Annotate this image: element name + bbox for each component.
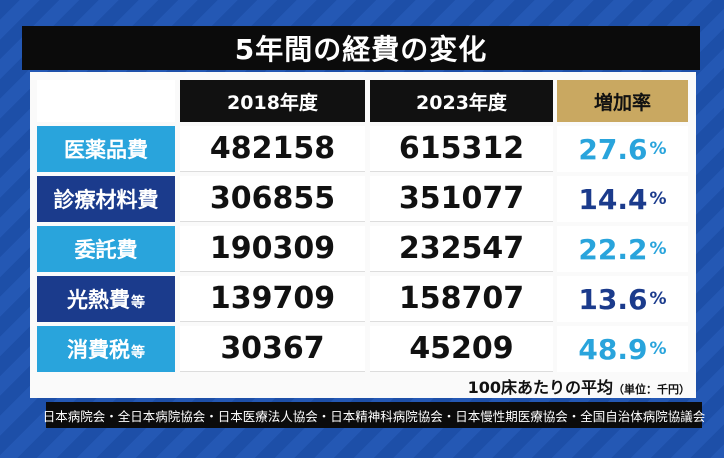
rate: 27.6% bbox=[557, 126, 688, 172]
rate-unit: % bbox=[649, 339, 667, 359]
row-label-text: 委託費 bbox=[74, 238, 138, 262]
value-2018: 482158 bbox=[180, 126, 365, 172]
note: 100床あたりの平均（単位：千円） bbox=[300, 374, 690, 398]
table-panel: 2018年度 2023年度 増加率 医薬品費 482158 615312 27.6% 診療材料… bbox=[30, 72, 696, 398]
row-label-suffix: 等 bbox=[131, 345, 145, 361]
value-2018: 30367 bbox=[180, 326, 365, 372]
rate: 22.2% bbox=[557, 226, 688, 272]
value-2023: 158707 bbox=[370, 276, 553, 322]
rate-value: 14.4 bbox=[578, 182, 648, 216]
value-2023: 351077 bbox=[370, 176, 553, 222]
row-label-text: 診療材料費 bbox=[53, 188, 159, 212]
row-label-text: 消費税 bbox=[67, 338, 130, 362]
rate-unit: % bbox=[649, 289, 667, 309]
rate-value: 22.2 bbox=[578, 232, 648, 266]
column-header: 増加率 bbox=[557, 80, 688, 122]
value-2023: 615312 bbox=[370, 126, 553, 172]
title: 5年間の経費の変化 bbox=[22, 26, 700, 70]
note-unit: （単位：千円） bbox=[613, 383, 690, 396]
value-2018: 306855 bbox=[180, 176, 365, 222]
rate: 13.6% bbox=[557, 276, 688, 322]
rate-unit: % bbox=[649, 239, 667, 259]
rate-value: 48.9 bbox=[578, 332, 648, 366]
row-label: 診療材料費 bbox=[37, 176, 175, 222]
rate-unit: % bbox=[649, 189, 667, 209]
value-2018: 139709 bbox=[180, 276, 365, 322]
column-header: 2018年度 bbox=[180, 80, 365, 122]
row-label-suffix: 等 bbox=[131, 295, 145, 311]
rate: 14.4% bbox=[557, 176, 688, 222]
footer: 日本病院会・全日本病院協会・日本医療法人協会・日本精神科病院協会・日本慢性期医療… bbox=[43, 402, 705, 428]
rate-value: 27.6 bbox=[578, 132, 648, 166]
row-label-text: 医薬品費 bbox=[64, 138, 148, 162]
column-header: 2023年度 bbox=[370, 80, 553, 122]
row-label: 光熱費等 bbox=[37, 276, 175, 322]
value-2023: 45209 bbox=[370, 326, 553, 372]
value-2023: 232547 bbox=[370, 226, 553, 272]
rate-unit: % bbox=[649, 139, 667, 159]
row-label: 医薬品費 bbox=[37, 126, 175, 172]
header-blank bbox=[37, 80, 175, 122]
row-label: 消費税等 bbox=[37, 326, 175, 372]
value-2018: 190309 bbox=[180, 226, 365, 272]
rate-value: 13.6 bbox=[578, 282, 648, 316]
row-label: 委託費 bbox=[37, 226, 175, 272]
rate: 48.9% bbox=[557, 326, 688, 372]
row-label-text: 光熱費 bbox=[67, 288, 130, 312]
note-text: 100床あたりの平均 bbox=[467, 378, 613, 397]
